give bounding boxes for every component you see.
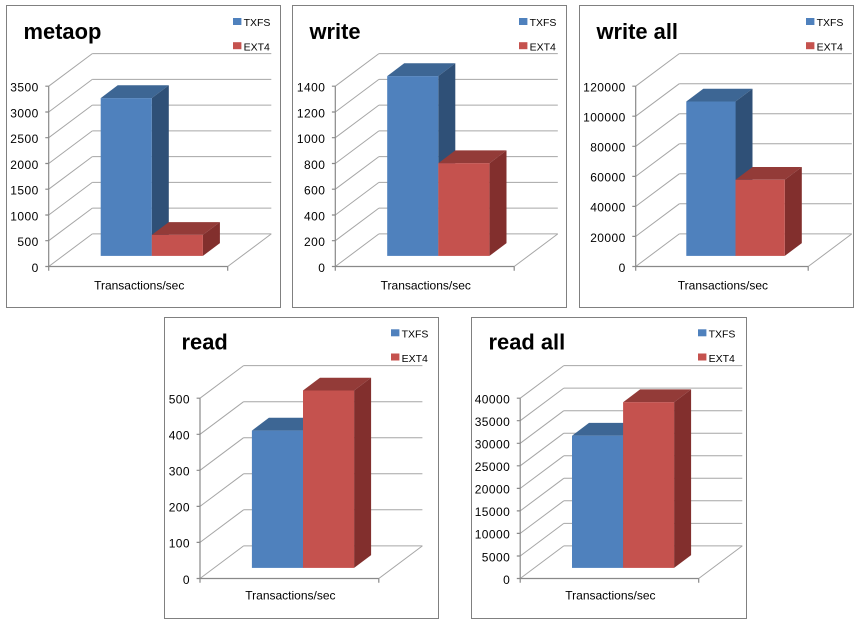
svg-text:200: 200 xyxy=(169,500,190,514)
svg-text:60000: 60000 xyxy=(590,171,625,185)
svg-text:TXFS: TXFS xyxy=(244,17,271,29)
svg-text:100000: 100000 xyxy=(583,111,626,125)
svg-text:TXFS: TXFS xyxy=(709,328,736,340)
svg-text:1500: 1500 xyxy=(10,184,38,198)
svg-text:TXFS: TXFS xyxy=(402,328,429,340)
svg-text:EXT4: EXT4 xyxy=(402,353,428,365)
svg-text:2500: 2500 xyxy=(10,132,38,146)
svg-text:20000: 20000 xyxy=(475,482,510,496)
svg-text:read: read xyxy=(182,329,228,354)
svg-text:EXT4: EXT4 xyxy=(244,42,270,54)
svg-text:TXFS: TXFS xyxy=(529,17,556,29)
svg-text:200: 200 xyxy=(304,235,325,249)
svg-text:30000: 30000 xyxy=(475,437,510,451)
svg-text:metaop: metaop xyxy=(24,19,102,44)
svg-text:EXT4: EXT4 xyxy=(709,353,735,365)
svg-text:20000: 20000 xyxy=(590,231,625,245)
svg-text:0: 0 xyxy=(318,261,325,275)
svg-text:35000: 35000 xyxy=(475,415,510,429)
svg-text:TXFS: TXFS xyxy=(817,17,844,29)
svg-text:EXT4: EXT4 xyxy=(529,42,555,54)
svg-text:1000: 1000 xyxy=(297,132,325,146)
svg-text:0: 0 xyxy=(183,573,190,587)
svg-text:3000: 3000 xyxy=(10,106,38,120)
svg-text:500: 500 xyxy=(17,235,38,249)
svg-text:40000: 40000 xyxy=(590,201,625,215)
svg-text:Transactions/sec: Transactions/sec xyxy=(565,588,655,602)
svg-text:Transactions/sec: Transactions/sec xyxy=(678,278,768,292)
svg-text:600: 600 xyxy=(304,184,325,198)
svg-text:40000: 40000 xyxy=(475,392,510,406)
svg-text:Transactions/sec: Transactions/sec xyxy=(245,588,335,602)
svg-text:1200: 1200 xyxy=(297,106,325,120)
svg-text:120000: 120000 xyxy=(583,81,626,95)
svg-text:800: 800 xyxy=(304,158,325,172)
svg-text:1400: 1400 xyxy=(297,81,325,95)
svg-text:EXT4: EXT4 xyxy=(817,42,843,54)
svg-text:1000: 1000 xyxy=(10,209,38,223)
svg-text:0: 0 xyxy=(619,261,626,275)
svg-text:400: 400 xyxy=(169,428,190,442)
svg-text:300: 300 xyxy=(169,464,190,478)
svg-text:3500: 3500 xyxy=(10,81,38,95)
svg-text:500: 500 xyxy=(169,392,190,406)
svg-text:5000: 5000 xyxy=(482,550,510,564)
svg-text:400: 400 xyxy=(304,209,325,223)
svg-text:Transactions/sec: Transactions/sec xyxy=(381,278,471,292)
svg-text:25000: 25000 xyxy=(475,460,510,474)
svg-text:80000: 80000 xyxy=(590,141,625,155)
svg-text:Transactions/sec: Transactions/sec xyxy=(94,278,184,292)
svg-text:2000: 2000 xyxy=(10,158,38,172)
svg-text:write: write xyxy=(308,19,360,44)
svg-text:15000: 15000 xyxy=(475,505,510,519)
svg-text:write all: write all xyxy=(596,19,679,44)
svg-text:10000: 10000 xyxy=(475,527,510,541)
svg-text:100: 100 xyxy=(169,536,190,550)
svg-text:0: 0 xyxy=(32,261,39,275)
svg-text:0: 0 xyxy=(503,573,510,587)
svg-text:read all: read all xyxy=(489,329,566,354)
